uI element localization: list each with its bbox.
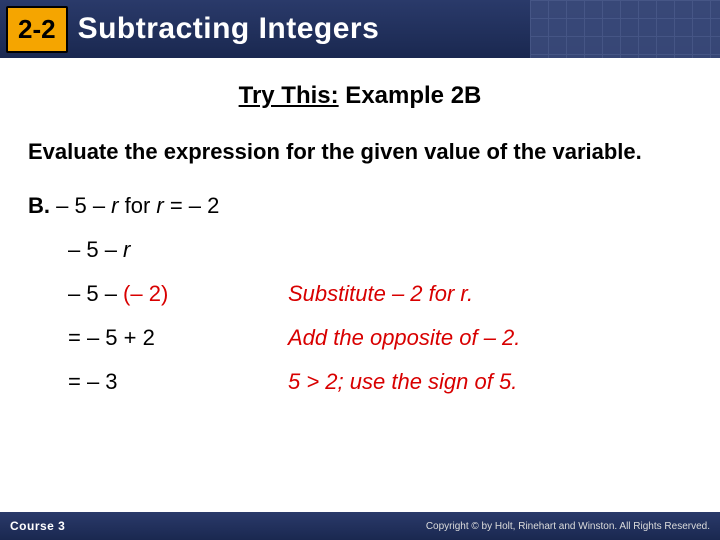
step-lhs: = – 3 bbox=[68, 369, 288, 395]
try-this-prefix: Try This: bbox=[239, 82, 339, 109]
step-row: = – 5 + 2 Add the opposite of – 2. bbox=[68, 325, 720, 351]
step-lhs: = – 5 + 2 bbox=[68, 325, 288, 351]
step-row: – 5 – r bbox=[68, 237, 720, 263]
instruction-text: Evaluate the expression for the given va… bbox=[28, 138, 692, 167]
step-rhs: Add the opposite of – 2. bbox=[288, 325, 520, 351]
question-expr-1: – 5 – bbox=[56, 193, 111, 218]
step-lhs: – 5 – r bbox=[68, 237, 288, 263]
step-row: – 5 – (– 2) Substitute – 2 for r. bbox=[68, 281, 720, 307]
question-label: B. bbox=[28, 193, 50, 218]
step-rhs: Substitute – 2 for r. bbox=[288, 281, 473, 307]
solution-steps: – 5 – r – 5 – (– 2) Substitute – 2 for r… bbox=[68, 237, 720, 395]
step-lhs-plain: = – 3 bbox=[68, 369, 118, 394]
step-lhs: – 5 – (– 2) bbox=[68, 281, 288, 307]
question-mid: for bbox=[119, 193, 157, 218]
step-lhs-ital: r bbox=[123, 237, 130, 262]
step-lhs-plain: – 5 – bbox=[68, 281, 123, 306]
lesson-title: Subtracting Integers bbox=[78, 12, 380, 46]
step-lhs-red: (– 2) bbox=[123, 281, 168, 306]
question-var-2: r bbox=[156, 193, 163, 218]
slide-footer: Course 3 Copyright © by Holt, Rinehart a… bbox=[0, 512, 720, 540]
course-label: Course 3 bbox=[10, 519, 65, 533]
step-lhs-plain: = – 5 + 2 bbox=[68, 325, 155, 350]
question-var-1: r bbox=[111, 193, 118, 218]
lesson-number-chip: 2-2 bbox=[6, 6, 68, 53]
step-row: = – 3 5 > 2; use the sign of 5. bbox=[68, 369, 720, 395]
try-this-example: Example 2B bbox=[339, 82, 482, 109]
lesson-header: 2-2 Subtracting Integers bbox=[0, 0, 720, 58]
question-line: B. – 5 – r for r = – 2 bbox=[28, 193, 692, 219]
question-expr-2: = – 2 bbox=[164, 193, 220, 218]
copyright-text: Copyright © by Holt, Rinehart and Winsto… bbox=[426, 521, 710, 532]
step-rhs: 5 > 2; use the sign of 5. bbox=[288, 369, 517, 395]
header-grid-decoration bbox=[530, 0, 720, 58]
step-lhs-plain: – 5 – bbox=[68, 237, 123, 262]
try-this-heading: Try This: Example 2B bbox=[0, 82, 720, 110]
